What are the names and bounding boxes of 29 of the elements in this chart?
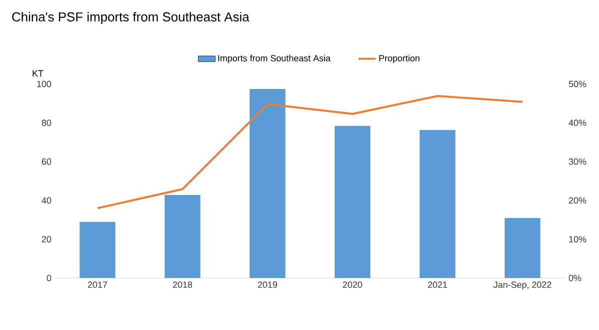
y2-tick-label: 40% bbox=[568, 120, 586, 126]
x-tick-label: Jan-Sep, 2022 bbox=[493, 282, 552, 290]
x-tick-label: 2019 bbox=[258, 282, 278, 288]
bar bbox=[334, 126, 370, 278]
y-tick-label: 0 bbox=[46, 274, 52, 282]
y-axis-title: KT bbox=[32, 70, 44, 76]
y-tick-label: 40 bbox=[42, 197, 52, 204]
bar bbox=[420, 130, 456, 278]
y-tick-label: 20 bbox=[42, 236, 52, 242]
y-tick-label: 80 bbox=[42, 120, 52, 126]
bar bbox=[504, 218, 540, 278]
chart-title: China's PSF imports from Southeast Asia bbox=[12, 12, 250, 24]
y2-tick-label: 30% bbox=[568, 158, 586, 165]
bar bbox=[250, 89, 286, 278]
y2-tick-label: 10% bbox=[569, 236, 586, 242]
bar bbox=[80, 222, 116, 278]
legend-label: Proportion bbox=[379, 54, 420, 64]
y2-tick-label: 20% bbox=[568, 197, 586, 204]
x-tick-label: 2018 bbox=[172, 282, 192, 288]
y2-tick-label: 50% bbox=[568, 80, 586, 88]
legend-label: Imports from Southeast Asia bbox=[218, 54, 331, 64]
x-tick-label: 2017 bbox=[88, 282, 108, 288]
y-tick-label: 100 bbox=[37, 80, 52, 88]
bar bbox=[164, 194, 200, 278]
x-tick-label: 2021 bbox=[428, 282, 448, 288]
y2-tick-label: 0% bbox=[568, 274, 582, 282]
line-series bbox=[96, 95, 524, 210]
y-tick-label: 60 bbox=[42, 158, 52, 165]
x-tick-label: 2020 bbox=[342, 282, 362, 288]
